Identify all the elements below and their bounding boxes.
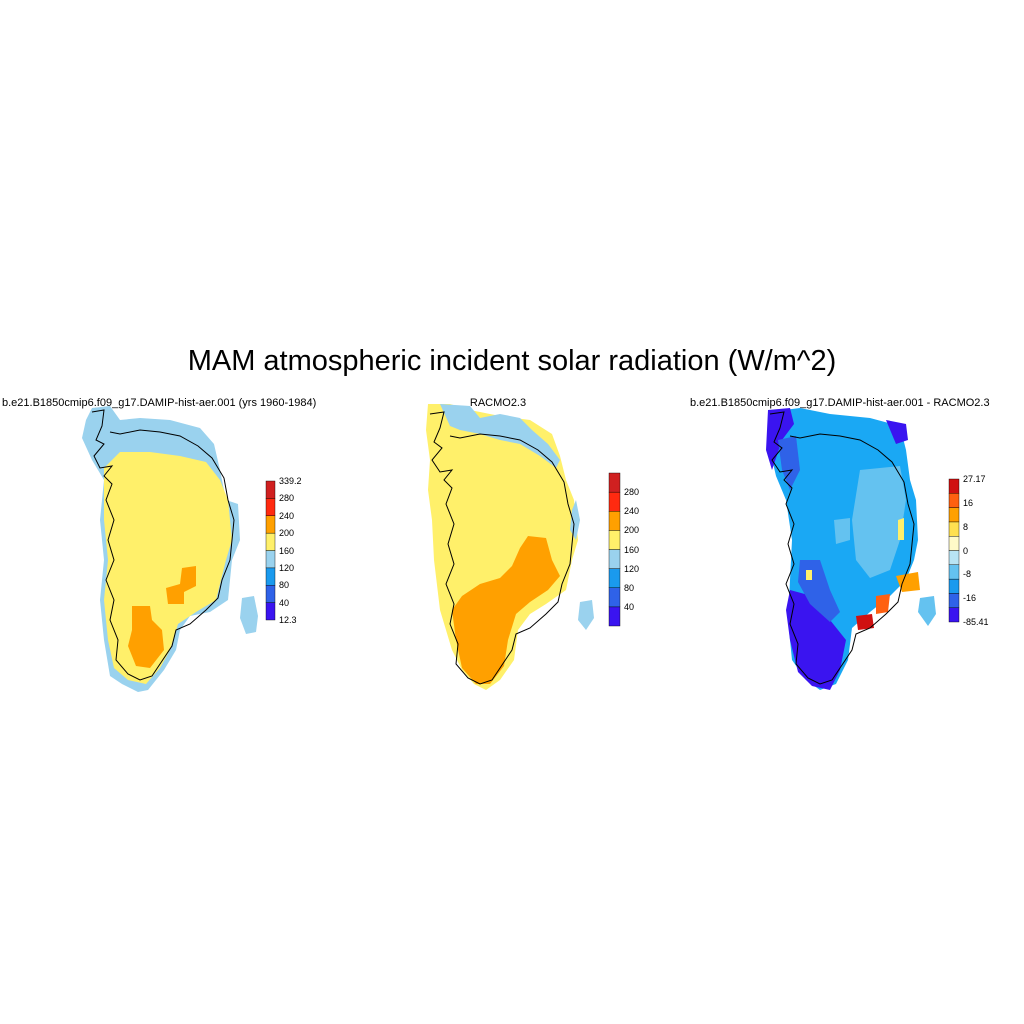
colorbar-tick-label: 12.3: [279, 615, 297, 625]
colorbar-swatch: [608, 549, 621, 569]
colorbar-swatch: [265, 515, 276, 534]
colorbar-swatch: [948, 564, 960, 580]
panel-title-racmo: RACMO2.3: [469, 397, 527, 409]
colorbar-swatch: [948, 607, 960, 623]
colorbar-swatch: [948, 550, 960, 566]
difference-strong-negative: [766, 408, 908, 690]
colorbar-tick-label: 160: [624, 544, 640, 555]
colorbar-swatch: [265, 498, 276, 516]
colorbar-tick-label: 240: [279, 510, 295, 521]
map-panel-model: [82, 406, 276, 692]
colorbar-swatch: [608, 491, 621, 512]
coastline-racmo: [429, 411, 575, 685]
colorbar-tick-label: 40: [624, 601, 635, 612]
colorbar-swatch: [948, 493, 960, 508]
colorbar-tick-label: 80: [624, 582, 635, 593]
colorbar-swatch: [265, 532, 276, 551]
colorbar-tick-label: -85.41: [963, 617, 989, 627]
colorbar-model: [265, 480, 276, 621]
colorbar-swatch: [948, 478, 960, 494]
coastline-model: [91, 409, 235, 681]
colorbar-tick-label: 8: [963, 521, 969, 532]
colorbar-tick-label: 160: [279, 545, 295, 556]
colorbar-tick-label: 27.17: [963, 474, 986, 484]
colorbar-tick-label: 80: [279, 580, 290, 591]
colorbar-swatch: [948, 536, 960, 551]
colorbar-swatch: [948, 578, 960, 594]
map-panel-difference: [766, 408, 960, 690]
colorbar-tick-label: -8: [963, 569, 972, 580]
difference-lightblue-patches: [834, 466, 906, 578]
colorbar-tick-label: 339.2: [279, 476, 302, 486]
map-panel-racmo: [426, 404, 621, 690]
colorbar-swatch: [265, 480, 276, 499]
coastline-difference: [769, 411, 915, 685]
colorbar-tick-label: 120: [279, 562, 295, 573]
colorbar-tick-label: 240: [624, 506, 640, 517]
panel-title-model: b.e21.B1850cmip6.f09_g17.DAMIP-hist-aer.…: [2, 397, 317, 409]
colorbar-tick-label: 200: [279, 528, 295, 539]
colorbar-tick-label: 120: [624, 563, 640, 574]
panel-title-difference: b.e21.B1850cmip6.f09_g17.DAMIP-hist-aer.…: [690, 397, 990, 409]
field-high-patch: [128, 566, 196, 668]
figure-title: MAM atmospheric incident solar radiation…: [187, 345, 837, 377]
colorbar-swatch: [608, 606, 621, 627]
colorbar-swatch: [608, 472, 621, 493]
colorbar-swatch: [608, 530, 621, 550]
colorbar-racmo: [608, 472, 621, 627]
colorbar-tick-label: 0: [963, 545, 969, 556]
colorbar-swatch: [608, 511, 621, 531]
colorbar-tick-label: -16: [963, 593, 977, 604]
colorbar-swatch: [608, 568, 621, 588]
colorbar-swatch: [948, 521, 960, 537]
colorbar-swatch: [265, 567, 276, 586]
colorbar-swatch: [948, 593, 960, 608]
colorbar-tick-label: 200: [624, 525, 640, 536]
colorbar-swatch: [265, 550, 276, 569]
colorbar-tick-label: 280: [624, 487, 640, 498]
colorbar-swatch: [265, 585, 276, 603]
colorbar-swatch: [948, 507, 960, 523]
colorbar-swatch: [265, 602, 276, 621]
difference-positive-patches: [806, 518, 920, 630]
colorbar-difference: [948, 478, 960, 623]
field-high-patch-racmo: [452, 536, 560, 684]
difference-islands: [918, 596, 936, 626]
colorbar-tick-label: 280: [279, 493, 295, 504]
colorbar-tick-label: 40: [279, 597, 290, 608]
colorbar-swatch: [608, 587, 621, 608]
colorbar-tick-label: 16: [963, 497, 974, 508]
greenland-interior-field: [104, 452, 232, 684]
